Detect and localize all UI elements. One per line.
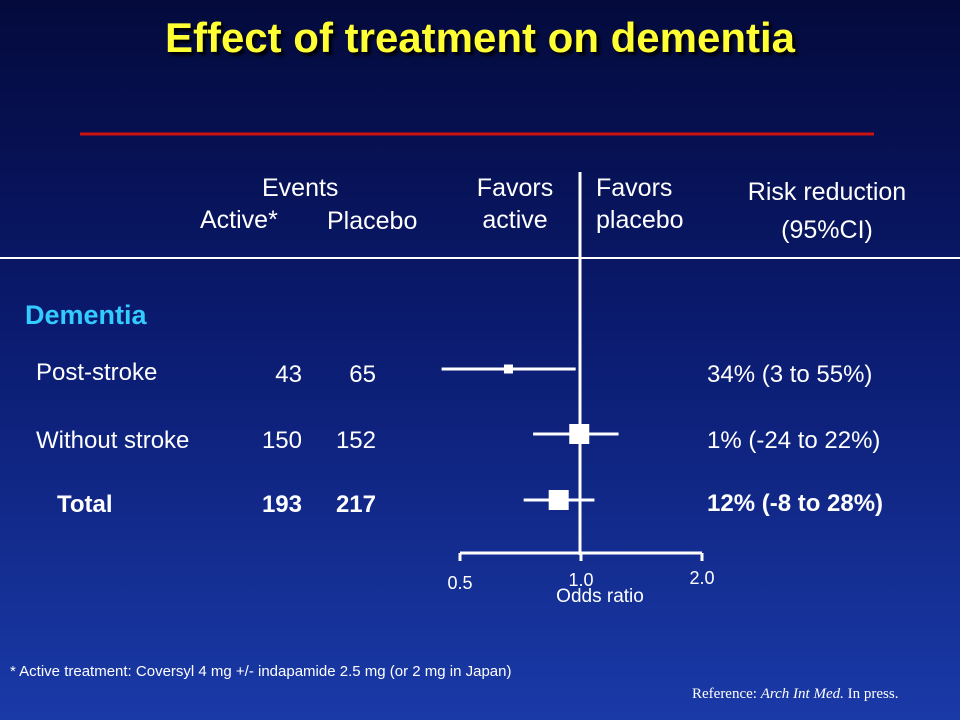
row-placebo-without-stroke: 152 [335, 427, 376, 454]
row-active-post-stroke: 43 [275, 361, 302, 388]
footnote: * Active treatment: Coversyl 4 mg +/- in… [10, 663, 512, 680]
reference-prefix: Reference: [692, 686, 761, 702]
slide-title: Effect of treatment on dementia [164, 14, 796, 61]
reference-journal: Arch Int Med. [760, 686, 844, 702]
point-estimate-total [548, 490, 569, 510]
odds-ratio-axis: 0.5 1.0 2.0 [447, 551, 715, 593]
events-header: Events [262, 174, 339, 202]
row-risk-without-stroke: 1% (-24 to 22%) [707, 427, 881, 454]
reference-suffix: In press. [843, 686, 899, 702]
active-header: Active* [200, 206, 278, 234]
favors-placebo-line1: Favors [596, 174, 673, 202]
favors-active-line1: Favors [476, 174, 554, 202]
reference-note: Reference: Arch Int Med. In press. [692, 686, 898, 703]
row-risk-post-stroke: 34% (3 to 55%) [707, 361, 873, 388]
point-estimate-post-stroke [503, 364, 513, 374]
row-label-without-stroke: Without stroke [36, 427, 190, 454]
row-active-without-stroke: 150 [261, 427, 302, 454]
risk-header-line1: Risk reduction [747, 178, 907, 206]
row-label-total: Total [57, 491, 113, 518]
forest-marks [441, 364, 619, 510]
favors-active-line2: active [482, 206, 548, 234]
row-placebo-post-stroke: 65 [349, 361, 376, 388]
axis-tick-label-2.0: 2.0 [689, 568, 714, 588]
point-estimate-without-stroke [569, 424, 590, 444]
section-dementia: Dementia [25, 300, 147, 330]
row-risk-total: 12% (-8 to 28%) [707, 490, 884, 517]
row-label-post-stroke: Post-stroke [36, 359, 158, 386]
placebo-header: Placebo [327, 207, 418, 235]
row-placebo-total: 217 [335, 491, 376, 518]
risk-header-line2: (95%CI) [781, 216, 873, 244]
x-axis-label: Odds ratio [556, 586, 644, 607]
axis-tick-label-1.0: 1.0 [568, 570, 593, 590]
favors-placebo-line2: placebo [596, 206, 684, 234]
axis-tick-label-0.5: 0.5 [447, 573, 472, 593]
row-active-total: 193 [261, 491, 302, 518]
